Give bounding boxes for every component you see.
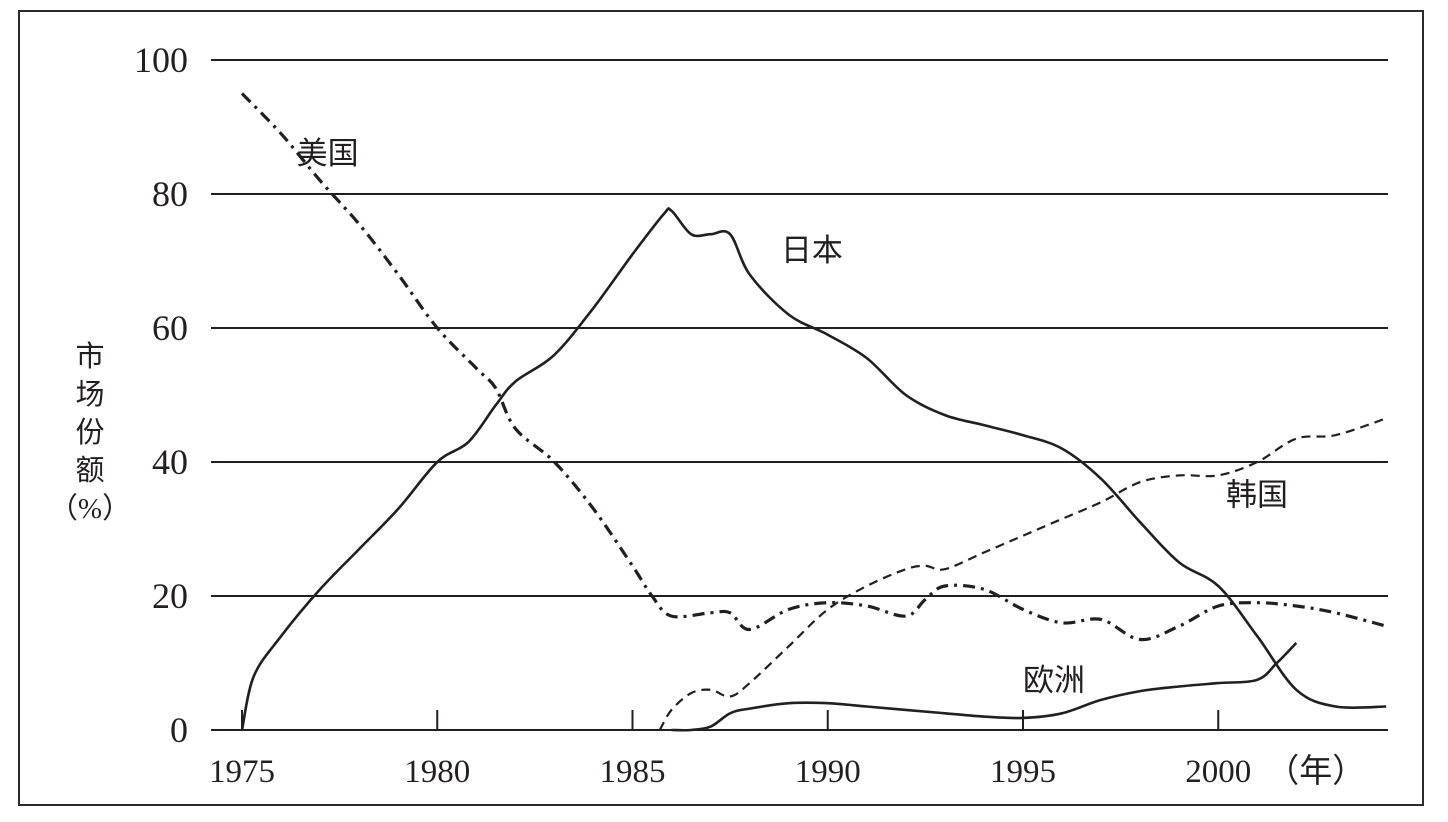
market-share-line-chart: 0 20 40 60 80 100 1975 1980 1985 1990 1995 2000 （年）…	[49, 40, 1388, 790]
series-label-japan: 日本	[781, 233, 843, 268]
y-axis-label-char: 市	[75, 340, 104, 373]
x-axis	[211, 710, 1388, 731]
x-tick-label-1975: 1975	[209, 754, 275, 790]
y-tick-label-80: 80	[152, 174, 188, 214]
series-label-korea: 韩国	[1226, 478, 1288, 513]
series-label-usa: 美国	[297, 136, 359, 171]
y-tick-label-0: 0	[170, 710, 188, 750]
x-tick-labels: 1975 1980 1985 1990 1995 2000 （年）	[209, 753, 1365, 790]
y-tick-label-40: 40	[152, 442, 188, 482]
x-unit-label: （年）	[1266, 753, 1365, 790]
x-tick-label-1990: 1990	[795, 754, 861, 790]
series-line-europe	[671, 642, 1298, 732]
y-axis-label-char: 额	[75, 454, 104, 487]
y-tick-labels: 0 20 40 60 80 100	[134, 40, 188, 750]
gridlines	[211, 59, 1388, 597]
y-tick-label-20: 20	[152, 576, 188, 616]
y-axis-label-char: （%）	[49, 493, 131, 525]
y-axis-label-char: 场	[75, 379, 104, 411]
series-label-europe: 欧洲	[1023, 663, 1085, 698]
series-line-japan	[240, 207, 1387, 731]
x-tick-label-1980: 1980	[404, 754, 470, 790]
y-tick-label-60: 60	[152, 308, 188, 348]
x-tick-label-2000: 2000	[1185, 754, 1251, 790]
series-lines	[240, 92, 1387, 732]
series-line-usa	[240, 92, 1387, 642]
x-tick-label-1995: 1995	[990, 754, 1056, 790]
series-line-korea	[658, 417, 1387, 731]
y-tick-label-100: 100	[134, 40, 188, 80]
x-tick-label-1985: 1985	[600, 754, 666, 790]
chart-frame: 0 20 40 60 80 100 1975 1980 1985 1990 1995 2000 （年）…	[18, 10, 1424, 806]
y-axis-label-char: 份	[75, 416, 104, 449]
